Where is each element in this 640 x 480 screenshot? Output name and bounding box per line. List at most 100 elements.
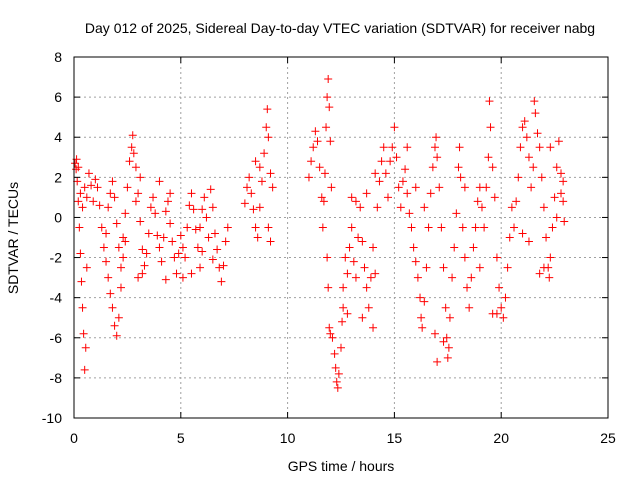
data-point bbox=[371, 169, 380, 178]
data-point bbox=[168, 237, 177, 246]
series-sdtvar bbox=[71, 75, 569, 392]
data-point bbox=[465, 303, 474, 312]
data-point bbox=[552, 163, 561, 172]
data-point bbox=[116, 263, 125, 272]
data-point bbox=[71, 159, 80, 168]
data-point bbox=[166, 189, 175, 198]
data-point bbox=[325, 103, 334, 112]
data-point bbox=[125, 157, 134, 166]
data-point bbox=[432, 133, 441, 142]
data-point bbox=[443, 353, 452, 362]
data-point bbox=[206, 185, 215, 194]
data-point bbox=[196, 223, 205, 232]
data-point bbox=[119, 233, 128, 242]
data-point bbox=[485, 97, 494, 106]
data-point bbox=[469, 243, 478, 252]
data-point bbox=[198, 205, 207, 214]
data-point bbox=[437, 223, 446, 232]
data-point bbox=[311, 127, 320, 136]
data-point bbox=[332, 377, 341, 386]
y-axis-title: SDTVAR / TECUs bbox=[5, 182, 21, 294]
data-point bbox=[426, 189, 435, 198]
data-point bbox=[537, 173, 546, 182]
data-point bbox=[119, 253, 128, 262]
data-point bbox=[499, 313, 508, 322]
data-point bbox=[128, 131, 137, 140]
data-point bbox=[333, 383, 342, 392]
data-point bbox=[93, 183, 102, 192]
data-point bbox=[420, 297, 429, 306]
data-point bbox=[134, 273, 143, 282]
data-point bbox=[392, 153, 401, 162]
data-point bbox=[108, 177, 117, 186]
data-point bbox=[181, 253, 190, 262]
data-point bbox=[522, 133, 531, 142]
data-point bbox=[74, 197, 83, 206]
data-points-layer bbox=[71, 75, 569, 392]
data-point bbox=[129, 149, 138, 158]
data-point bbox=[424, 223, 433, 232]
data-point bbox=[155, 243, 164, 252]
data-point bbox=[548, 223, 557, 232]
data-point bbox=[114, 313, 123, 322]
data-point bbox=[559, 197, 568, 206]
data-point bbox=[74, 163, 83, 172]
data-point bbox=[79, 329, 88, 338]
data-point bbox=[110, 321, 119, 330]
data-point bbox=[411, 257, 420, 266]
x-axis-title: GPS time / hours bbox=[288, 458, 395, 474]
data-point bbox=[533, 129, 542, 138]
data-point bbox=[531, 109, 540, 118]
data-point bbox=[430, 143, 439, 152]
data-point bbox=[471, 223, 480, 232]
y-tick-label: -8 bbox=[50, 370, 63, 386]
data-point bbox=[217, 277, 226, 286]
data-point bbox=[110, 193, 119, 202]
y-tick-label: 6 bbox=[54, 89, 62, 105]
data-point bbox=[460, 253, 469, 262]
data-point bbox=[492, 309, 501, 318]
data-point bbox=[81, 343, 90, 352]
data-point bbox=[136, 217, 145, 226]
data-point bbox=[183, 223, 192, 232]
data-point bbox=[317, 193, 326, 202]
data-point bbox=[403, 143, 412, 152]
data-point bbox=[362, 283, 371, 292]
data-point bbox=[343, 309, 352, 318]
data-point bbox=[104, 273, 113, 282]
data-point bbox=[503, 263, 512, 272]
y-tick-label: 0 bbox=[54, 209, 62, 225]
data-point bbox=[127, 143, 136, 152]
data-point bbox=[82, 193, 91, 202]
data-point bbox=[403, 189, 412, 198]
data-point bbox=[416, 293, 425, 302]
data-point bbox=[155, 177, 164, 186]
data-point bbox=[108, 303, 117, 312]
data-point bbox=[375, 177, 384, 186]
data-point bbox=[366, 273, 375, 282]
data-point bbox=[134, 189, 143, 198]
data-point bbox=[266, 237, 275, 246]
data-point bbox=[204, 233, 213, 242]
data-point bbox=[390, 123, 399, 132]
data-point bbox=[249, 205, 258, 214]
data-point bbox=[73, 177, 82, 186]
data-point bbox=[413, 273, 422, 282]
data-point bbox=[369, 323, 378, 332]
data-point bbox=[326, 137, 335, 146]
data-point bbox=[428, 163, 437, 172]
data-point bbox=[200, 193, 209, 202]
data-point bbox=[354, 233, 363, 242]
data-point bbox=[221, 237, 230, 246]
data-point bbox=[76, 249, 85, 258]
data-point bbox=[327, 183, 336, 192]
data-point bbox=[99, 243, 108, 252]
data-point bbox=[501, 293, 510, 302]
data-point bbox=[116, 283, 125, 292]
data-point bbox=[255, 163, 264, 172]
data-point bbox=[460, 183, 469, 192]
data-point bbox=[112, 331, 121, 340]
data-point bbox=[433, 153, 442, 162]
data-point bbox=[394, 183, 403, 192]
y-tick-label: -6 bbox=[50, 330, 63, 346]
